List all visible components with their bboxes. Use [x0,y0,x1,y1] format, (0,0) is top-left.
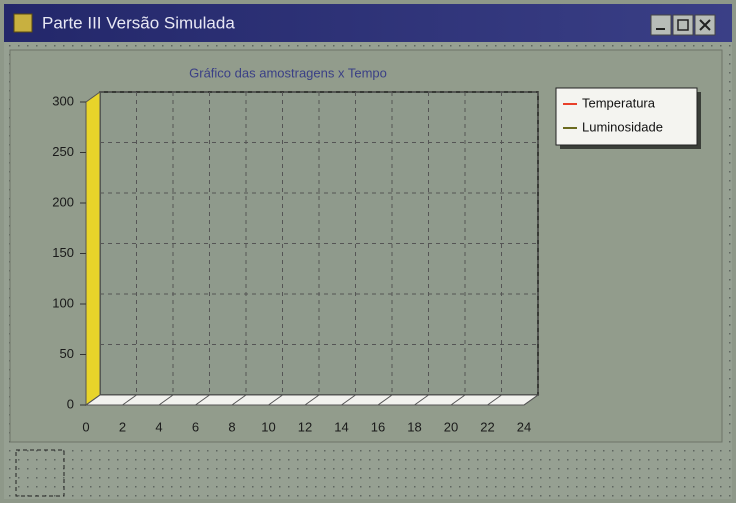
x-tick-mark [268,394,283,406]
x-tick-mark [231,394,247,406]
y-tick-label: 100 [52,295,74,310]
x-tick-mark [487,394,502,406]
x-tick-label: 10 [261,419,275,434]
x-tick-mark [122,394,137,406]
x-tick-label: 16 [371,419,385,434]
x-tick-label: 2 [119,419,126,434]
legend-label: Temperatura [582,95,656,110]
x-tick-label: 4 [155,419,162,434]
title-bar [4,4,732,42]
x-tick-mark [195,394,210,406]
maximize-button[interactable] [672,14,694,36]
x-tick-mark [523,394,539,406]
x-tick-mark [158,394,174,406]
window-buttons [650,14,716,36]
chart: Gráfico das amostragens x Tempo 05010015… [52,65,701,434]
y-tick-label: 250 [52,144,74,159]
x-tick-mark [304,394,320,406]
legend-label: Luminosidade [582,119,663,134]
x-tick-label: 8 [228,419,235,434]
x-tick-label: 14 [334,419,348,434]
x-tick-label: 6 [192,419,199,434]
y-tick-label: 150 [52,245,74,260]
window-title: Parte III Versão Simulada [42,13,235,32]
y-tick-label: 0 [67,396,74,411]
x-tick-label: 18 [407,419,421,434]
selected-component[interactable] [15,449,65,497]
x-tick-label: 0 [82,419,89,434]
x-tick-label: 24 [517,419,531,434]
y-tick-label: 50 [60,346,74,361]
x-tick-mark [341,394,356,406]
app-icon [13,13,33,33]
x-tick-mark [450,394,466,406]
x-tick-mark [85,394,101,406]
chart-title: Gráfico das amostragens x Tempo [189,65,387,80]
y-tick-label: 200 [52,194,74,209]
x-tick-mark [414,394,429,406]
left-wall [85,91,101,406]
legend [555,87,698,146]
y-tick-label: 300 [52,93,74,108]
x-tick-label: 12 [298,419,312,434]
minimize-button[interactable] [650,14,672,36]
x-tick-label: 22 [480,419,494,434]
x-tick-label: 20 [444,419,458,434]
x-tick-mark [377,394,393,406]
